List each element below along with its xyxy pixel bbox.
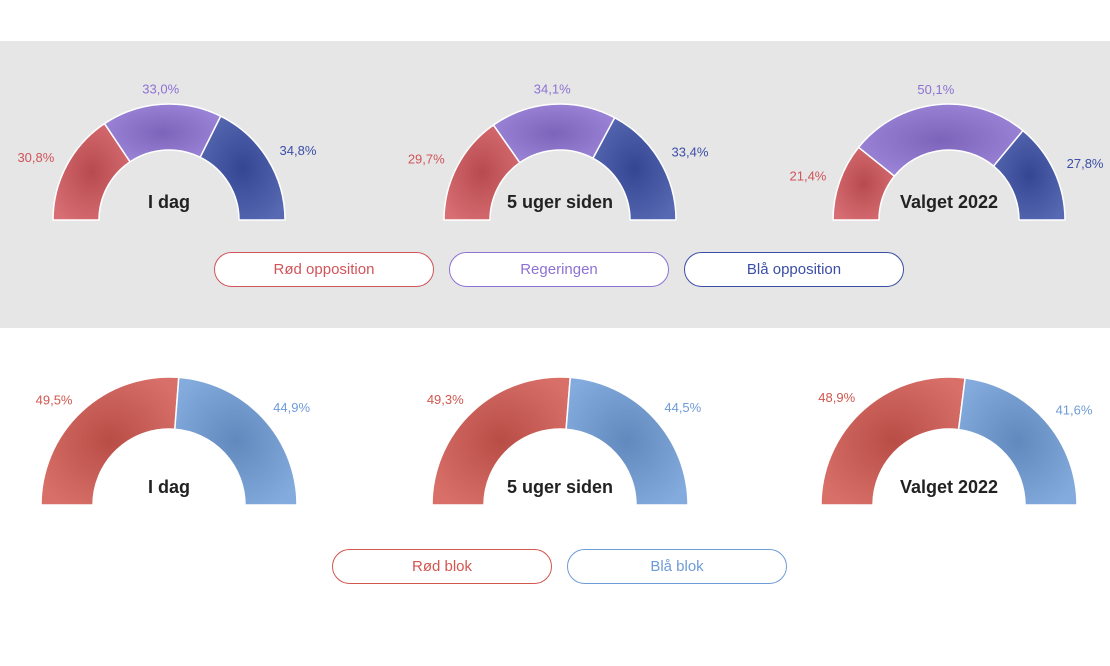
gauge-title: I dag <box>148 192 190 212</box>
gauge-value-label: 30,8% <box>17 150 54 165</box>
gauge-segment-rod-blok <box>431 376 572 506</box>
gauge-segment-bla-opposition <box>992 129 1066 221</box>
top-gauge-charts: 30,8% 33,0% 34,8% I dag 29,7% 34,1% 33,4% 5 uge… <box>17 82 1104 221</box>
gauge-segment-regeringen <box>857 103 1024 177</box>
legend-button-rod-opposition[interactable]: Rød opposition <box>214 252 434 287</box>
gauge-title: Valget 2022 <box>900 192 998 212</box>
gauge-value-label: 21,4% <box>790 168 827 183</box>
gauge-segment-bla-opposition <box>592 116 677 221</box>
legend-button-regeringen[interactable]: Regeringen <box>449 252 669 287</box>
gauge-title: 5 uger siden <box>507 477 613 497</box>
gauge-segment-bla-blok <box>957 377 1078 506</box>
gauge-value-label: 44,9% <box>273 400 310 415</box>
gauge-value-label: 49,3% <box>427 392 464 407</box>
legend-label: Blå blok <box>650 558 704 575</box>
gauge-title: 5 uger siden <box>507 192 613 212</box>
legend-label: Regeringen <box>520 261 598 278</box>
gauge-value-label: 50,1% <box>917 82 954 97</box>
gauge-value-label: 34,8% <box>280 143 317 158</box>
legend-button-rod-blok[interactable]: Rød blok <box>332 549 552 584</box>
gauge-value-label: 33,4% <box>672 145 709 160</box>
gauge-value-label: 34,1% <box>534 82 571 97</box>
gauge-segment-rod-blok <box>40 376 180 506</box>
gauge-segment-bla-opposition <box>199 115 286 221</box>
legend-button-bla-blok[interactable]: Blå blok <box>567 549 787 584</box>
gauge-value-label: 41,6% <box>1056 403 1093 418</box>
bottom-gauge-charts: 49,5% 44,9% I dag 49,3% 44,5% 5 uger siden 48,… <box>36 376 1093 506</box>
gauge-value-label: 29,7% <box>408 151 445 166</box>
legend-label: Blå opposition <box>746 261 842 278</box>
gauge-value-label: 49,5% <box>36 392 73 407</box>
gauge-value-label: 48,9% <box>818 390 855 405</box>
legend-label: Rød blok <box>411 558 473 575</box>
gauge-title: Valget 2022 <box>900 477 998 497</box>
gauge-segment-bla-blok <box>174 376 298 506</box>
gauge-segment-bla-blok <box>565 376 689 506</box>
gauge-value-label: 44,5% <box>664 400 701 415</box>
gauge-segment-rod-blok <box>820 376 966 506</box>
gauge-value-label: 33,0% <box>142 82 179 97</box>
legend-button-bla-opposition[interactable]: Blå opposition <box>684 252 904 287</box>
legend-label: Rød opposition <box>273 261 375 278</box>
gauge-value-label: 27,8% <box>1067 156 1104 171</box>
gauge-title: I dag <box>148 477 190 497</box>
